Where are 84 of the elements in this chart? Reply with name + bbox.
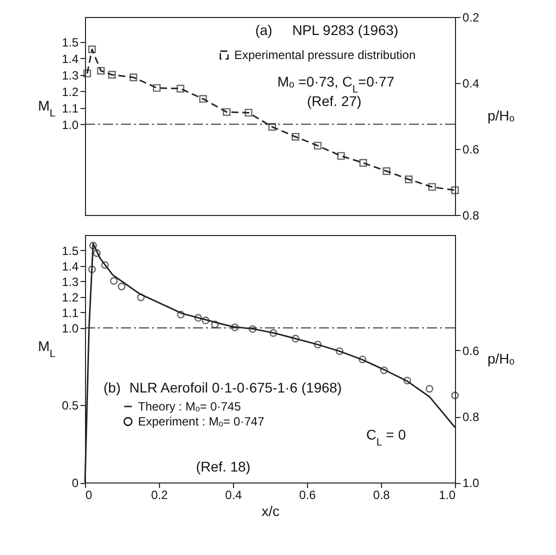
point <box>199 95 207 103</box>
point <box>222 108 231 116</box>
y2-tick-label: 0.2 <box>462 10 480 24</box>
y-tick-label: 1.2 <box>62 84 79 99</box>
point <box>137 294 145 302</box>
y2-tick-label: 0.8 <box>462 208 480 222</box>
y-tick-label: 1.5 <box>62 35 79 50</box>
annotation: NLR Aerofoil 0·1-0·675-1·6 (1968) <box>129 379 342 396</box>
point <box>110 277 118 285</box>
annotation: C$_{L}$ = 0 <box>366 426 406 448</box>
point <box>336 347 344 355</box>
y2-tick-label: 0.8 <box>462 410 480 424</box>
y-tick-label: 1.4 <box>62 259 79 274</box>
point <box>97 66 105 75</box>
point <box>176 310 185 318</box>
y-tick-label: 0 <box>72 476 79 490</box>
point <box>248 325 256 333</box>
point <box>88 265 96 274</box>
annotation: (a) <box>255 22 272 38</box>
x-tick-label: 1.0 <box>438 488 456 502</box>
point <box>93 249 101 257</box>
point <box>269 329 278 337</box>
y2-axis-title: p/Hₒ <box>488 108 515 124</box>
y2-tick-label: 0.6 <box>462 142 480 156</box>
legend-label: Experimental pressure distribution <box>234 48 416 62</box>
point <box>358 356 366 364</box>
point <box>211 320 219 328</box>
x-tick-label: 0.4 <box>225 488 242 502</box>
point <box>130 74 138 82</box>
y-tick-label: 1.1 <box>62 306 79 320</box>
point <box>403 376 412 384</box>
y2-tick-label: 0.6 <box>462 344 480 358</box>
point <box>451 392 459 400</box>
point <box>88 46 96 54</box>
point <box>314 340 322 348</box>
y-tick-label: 1.0 <box>62 321 79 336</box>
point <box>89 242 97 250</box>
legend-label: Experiment : Mₒ= 0·747 <box>138 414 265 428</box>
point <box>337 152 345 160</box>
x-tick-label: 0.6 <box>299 488 316 502</box>
point <box>428 183 436 191</box>
annotation: Mₒ =0·73, C$_{L}$=0·77 <box>277 73 395 96</box>
x-tick-label: 0.2 <box>151 488 168 502</box>
x-tick-label: 0 <box>86 488 92 502</box>
y-tick-label: 0.5 <box>62 398 79 413</box>
annotation: (Ref. 27) <box>307 93 362 110</box>
y2-tick-label: 0.4 <box>462 76 480 90</box>
point <box>83 70 92 78</box>
point <box>292 334 300 342</box>
point <box>404 176 413 184</box>
y-axis-title: M$_{L}$ <box>38 338 56 360</box>
point <box>314 142 322 150</box>
point <box>244 108 252 117</box>
y-tick-label: 1.3 <box>62 68 79 82</box>
x-axis-title: x/c <box>262 503 280 519</box>
y2-tick-label: 1.0 <box>462 476 480 490</box>
y-tick-label: 1.3 <box>62 274 79 289</box>
annotation: NPL 9283 (1963) <box>292 22 398 38</box>
point <box>231 324 239 332</box>
y-axis-title: M$_{L}$ <box>38 98 56 120</box>
point <box>292 132 300 141</box>
point <box>359 159 368 167</box>
y2-axis-title: p/Hₒ <box>488 350 515 366</box>
point <box>426 384 434 393</box>
y-tick-label: 1.0 <box>62 118 79 132</box>
point <box>176 84 184 92</box>
x-tick-label: 0.8 <box>373 488 390 502</box>
point <box>152 84 161 92</box>
point <box>118 282 126 290</box>
y-tick-label: 1.1 <box>62 101 79 116</box>
point <box>108 70 116 79</box>
point <box>451 186 459 194</box>
point <box>380 366 388 374</box>
point <box>194 314 202 322</box>
point <box>268 123 276 131</box>
y-tick-label: 1.2 <box>62 290 79 304</box>
point <box>202 316 210 324</box>
y-tick-label: 1.4 <box>62 52 79 66</box>
y-tick-label: 1.5 <box>62 244 79 258</box>
point <box>101 261 109 269</box>
annotation: (Ref. 18) <box>196 458 250 475</box>
point <box>382 167 390 175</box>
annotation: (b) <box>104 379 121 396</box>
legend-label: Theory : Mₒ= 0·745 <box>138 400 242 414</box>
